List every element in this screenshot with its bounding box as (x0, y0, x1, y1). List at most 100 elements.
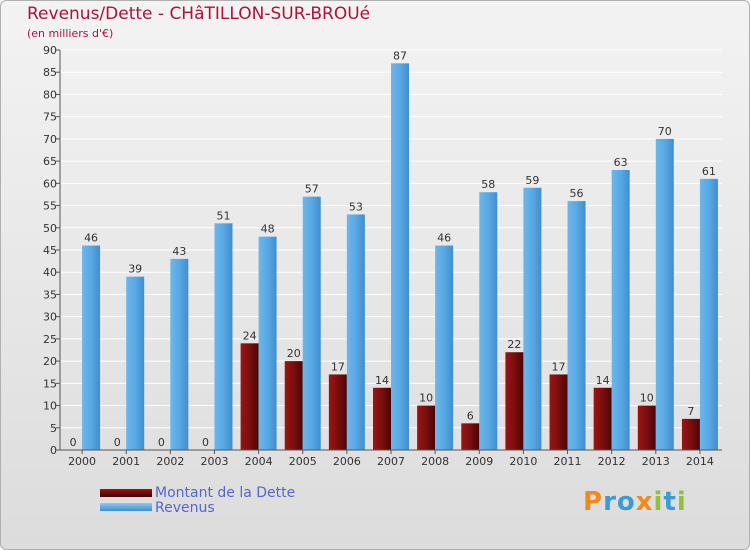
legend-label-debt: Montant de la Dette (155, 485, 296, 501)
x-tick-label: 2000 (68, 455, 96, 468)
data-label-revenus-2000: 46 (84, 232, 98, 245)
data-label-debt-2010: 22 (507, 338, 521, 351)
y-tick-label: 10 (43, 400, 57, 413)
data-label-revenus-2008: 46 (437, 232, 451, 245)
x-tick-label: 2012 (598, 455, 626, 468)
data-label-debt-2013: 10 (640, 392, 654, 405)
y-tick-label: 80 (43, 88, 57, 101)
x-tick-label: 2001 (112, 455, 140, 468)
y-tick-label: 35 (43, 288, 57, 301)
bar-revenus-2014 (699, 178, 718, 450)
data-label-revenus-2001: 39 (128, 263, 142, 276)
x-tick-label: 2003 (200, 455, 228, 468)
legend-swatch-debt (100, 489, 152, 497)
data-label-debt-2008: 10 (419, 392, 433, 405)
y-tick-label: 65 (43, 155, 57, 168)
bar-revenus-2013 (655, 138, 674, 450)
bar-revenus-2007 (391, 63, 409, 450)
logo-letter: i (653, 487, 664, 517)
x-tick-label: 2008 (421, 455, 449, 468)
data-label-revenus-2013: 70 (658, 125, 672, 138)
data-label-revenus-2004: 48 (261, 223, 275, 236)
y-tick-label: 50 (43, 222, 57, 235)
bar-revenus-2004 (258, 236, 277, 450)
bar-revenus-2010 (523, 187, 542, 450)
bars: 0 46 0 39 0 43 0 51 24 48 20 57 17 53 14 87 10 46 6 58 22 59 1… (70, 49, 718, 450)
bar-debt-2004 (240, 343, 259, 450)
logo-letter: r (603, 487, 617, 517)
chart-title: Revenus/Dette - CHâTILLON-SUR-BROUé (27, 4, 371, 24)
y-tick-label: 25 (43, 333, 57, 346)
bar-revenus-2003 (214, 223, 233, 450)
x-tick-label: 2005 (289, 455, 317, 468)
x-tick-label: 2002 (156, 455, 184, 468)
y-axis-ticks: 0 5 10 15 20 25 30 35 40 45 50 55 60 65 70 75 80 85 90 (43, 44, 60, 457)
bar-revenus-2001 (126, 276, 145, 450)
bar-debt-2008 (417, 405, 436, 450)
x-tick-label: 2013 (642, 455, 670, 468)
x-tick-label: 2007 (377, 455, 405, 468)
logo-letter: i (676, 487, 687, 517)
data-label-revenus-2006: 53 (349, 200, 363, 213)
data-label-revenus-2009: 58 (481, 178, 495, 191)
data-label-debt-2014: 7 (687, 405, 694, 418)
legend-label-revenus: Revenus (155, 500, 215, 516)
x-tick-label: 2014 (686, 455, 714, 468)
bar-revenus-2009 (479, 192, 498, 450)
bar-debt-2013 (637, 405, 656, 450)
bar-debt-2006 (328, 374, 347, 450)
x-tick-label: 2009 (465, 455, 493, 468)
data-label-revenus-2003: 51 (216, 209, 230, 222)
data-label-debt-2000: 0 (70, 436, 77, 449)
proxiti-logo: Proxiti (583, 487, 687, 517)
data-label-debt-2003: 0 (202, 436, 209, 449)
y-tick-label: 20 (43, 355, 57, 368)
data-label-revenus-2014: 61 (702, 165, 716, 178)
data-label-debt-2005: 20 (287, 347, 301, 360)
x-axis-ticks: 2000 2001 2002 2003 2004 2005 2006 2007 2008 2009… (68, 450, 714, 468)
data-label-debt-2001: 0 (114, 436, 121, 449)
data-label-revenus-2012: 63 (614, 156, 628, 169)
data-label-debt-2011: 17 (552, 360, 566, 373)
y-tick-label: 70 (43, 133, 57, 146)
bar-revenus-2000 (82, 245, 101, 450)
data-label-revenus-2010: 59 (525, 174, 539, 187)
y-tick-label: 15 (43, 377, 57, 390)
legend-swatch-revenus (100, 503, 152, 511)
bar-revenus-2006 (346, 214, 365, 450)
x-tick-label: 2010 (509, 455, 537, 468)
bar-debt-2014 (681, 418, 700, 450)
data-label-revenus-2011: 56 (570, 187, 584, 200)
bar-debt-2011 (549, 374, 568, 450)
data-label-debt-2002: 0 (158, 436, 165, 449)
bar-revenus-2002 (170, 258, 189, 450)
y-tick-label: 45 (43, 244, 57, 257)
bar-debt-2010 (505, 352, 524, 450)
logo-letter: P (583, 487, 604, 517)
data-label-debt-2006: 17 (331, 360, 345, 373)
x-tick-label: 2011 (554, 455, 582, 468)
logo-letter: x (635, 487, 654, 517)
x-tick-label: 2006 (333, 455, 361, 468)
data-label-debt-2004: 24 (243, 329, 257, 342)
data-label-revenus-2007: 87 (393, 49, 407, 62)
data-label-revenus-2002: 43 (172, 245, 186, 258)
bar-revenus-2012 (611, 170, 630, 450)
bar-revenus-2011 (567, 201, 586, 450)
bar-debt-2012 (593, 387, 612, 450)
y-tick-label: 85 (43, 66, 57, 79)
logo-letter: o (616, 487, 636, 517)
bar-debt-2007 (373, 387, 391, 450)
bar-debt-2005 (284, 361, 303, 450)
data-label-debt-2007: 14 (375, 374, 389, 387)
data-label-revenus-2005: 57 (305, 183, 319, 196)
y-tick-label: 40 (43, 266, 57, 279)
bar-revenus-2008 (435, 245, 454, 450)
y-tick-label: 75 (43, 111, 57, 124)
data-label-debt-2012: 14 (596, 374, 610, 387)
y-tick-label: 60 (43, 177, 57, 190)
y-tick-label: 55 (43, 200, 57, 213)
y-tick-label: 30 (43, 311, 57, 324)
y-tick-label: 0 (50, 444, 57, 457)
bar-revenus-2005 (302, 196, 321, 450)
